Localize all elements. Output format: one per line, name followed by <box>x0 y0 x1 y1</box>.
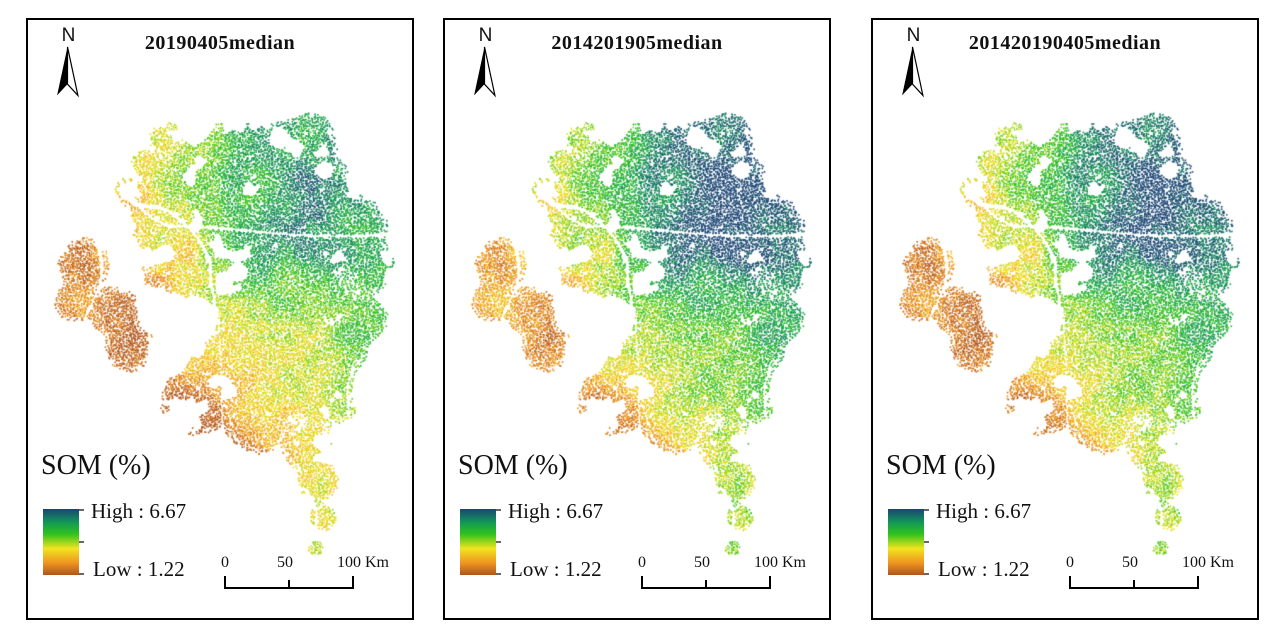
ramp-tick <box>496 509 501 511</box>
som-map-raster <box>28 20 412 618</box>
ramp-tick <box>924 509 929 511</box>
north-label: N <box>478 25 493 46</box>
legend-high-label: High : 6.67 <box>508 499 604 523</box>
panel-title: 2014201905median <box>551 32 723 54</box>
north-label: N <box>61 25 76 46</box>
scale-label-50: 50 <box>1122 554 1138 571</box>
scale-bar: 0 50 100 Km <box>637 554 817 590</box>
scale-bar-bracket <box>641 576 771 589</box>
som-map-raster <box>873 20 1257 618</box>
scale-bar-midtick <box>288 580 290 587</box>
ramp-tick <box>79 573 84 575</box>
scale-label-0: 0 <box>221 554 229 571</box>
panel-title: 20190405median <box>144 32 296 54</box>
ramp-tick <box>924 573 929 575</box>
map-panel-2: N 2014201905median SOM (%) High : 6.67 L… <box>443 18 831 620</box>
legend-color-ramp <box>888 509 929 575</box>
som-map-figure: N 20190405median SOM (%) High : 6.67 Low… <box>26 18 1259 620</box>
scale-bar-midtick <box>1133 580 1135 587</box>
som-map-raster <box>445 20 829 618</box>
north-arrow-icon <box>901 46 924 98</box>
ramp-tick <box>79 509 84 511</box>
legend-low-label: Low : 1.22 <box>93 557 185 581</box>
scale-bar-bracket <box>224 576 354 589</box>
scale-label-0: 0 <box>638 554 646 571</box>
scale-bar-midtick <box>705 580 707 587</box>
legend-title: SOM (%) <box>458 450 568 481</box>
legend-title: SOM (%) <box>886 450 996 481</box>
north-arrow: N <box>897 26 927 98</box>
north-arrow-icon <box>473 46 496 98</box>
legend-title: SOM (%) <box>41 450 151 481</box>
panel-title: 201420190405median <box>968 32 1162 54</box>
legend-color-ramp <box>43 509 84 575</box>
north-arrow-icon <box>56 46 79 98</box>
scale-label-50: 50 <box>277 554 293 571</box>
map-panel-1: N 20190405median SOM (%) High : 6.67 Low… <box>26 18 414 620</box>
north-arrow: N <box>469 26 499 98</box>
legend-high-label: High : 6.67 <box>91 499 187 523</box>
ramp-tick <box>496 573 501 575</box>
legend-low-label: Low : 1.22 <box>938 557 1030 581</box>
scale-bar-bracket <box>1069 576 1199 589</box>
north-label: N <box>906 25 921 46</box>
north-arrow: N <box>52 26 82 98</box>
ramp-tick <box>79 541 84 543</box>
scale-bar: 0 50 100 Km <box>1065 554 1245 590</box>
scale-label-100km: 100 Km <box>1182 554 1234 571</box>
ramp-tick <box>924 541 929 543</box>
legend-color-ramp <box>460 509 501 575</box>
legend-high-label: High : 6.67 <box>936 499 1032 523</box>
scale-bar: 0 50 100 Km <box>220 554 400 590</box>
legend-low-label: Low : 1.22 <box>510 557 602 581</box>
scale-label-50: 50 <box>694 554 710 571</box>
scale-label-100km: 100 Km <box>337 554 389 571</box>
map-panel-3: N 201420190405median SOM (%) High : 6.67… <box>871 18 1259 620</box>
scale-label-0: 0 <box>1066 554 1074 571</box>
ramp-tick <box>496 541 501 543</box>
scale-label-100km: 100 Km <box>754 554 806 571</box>
